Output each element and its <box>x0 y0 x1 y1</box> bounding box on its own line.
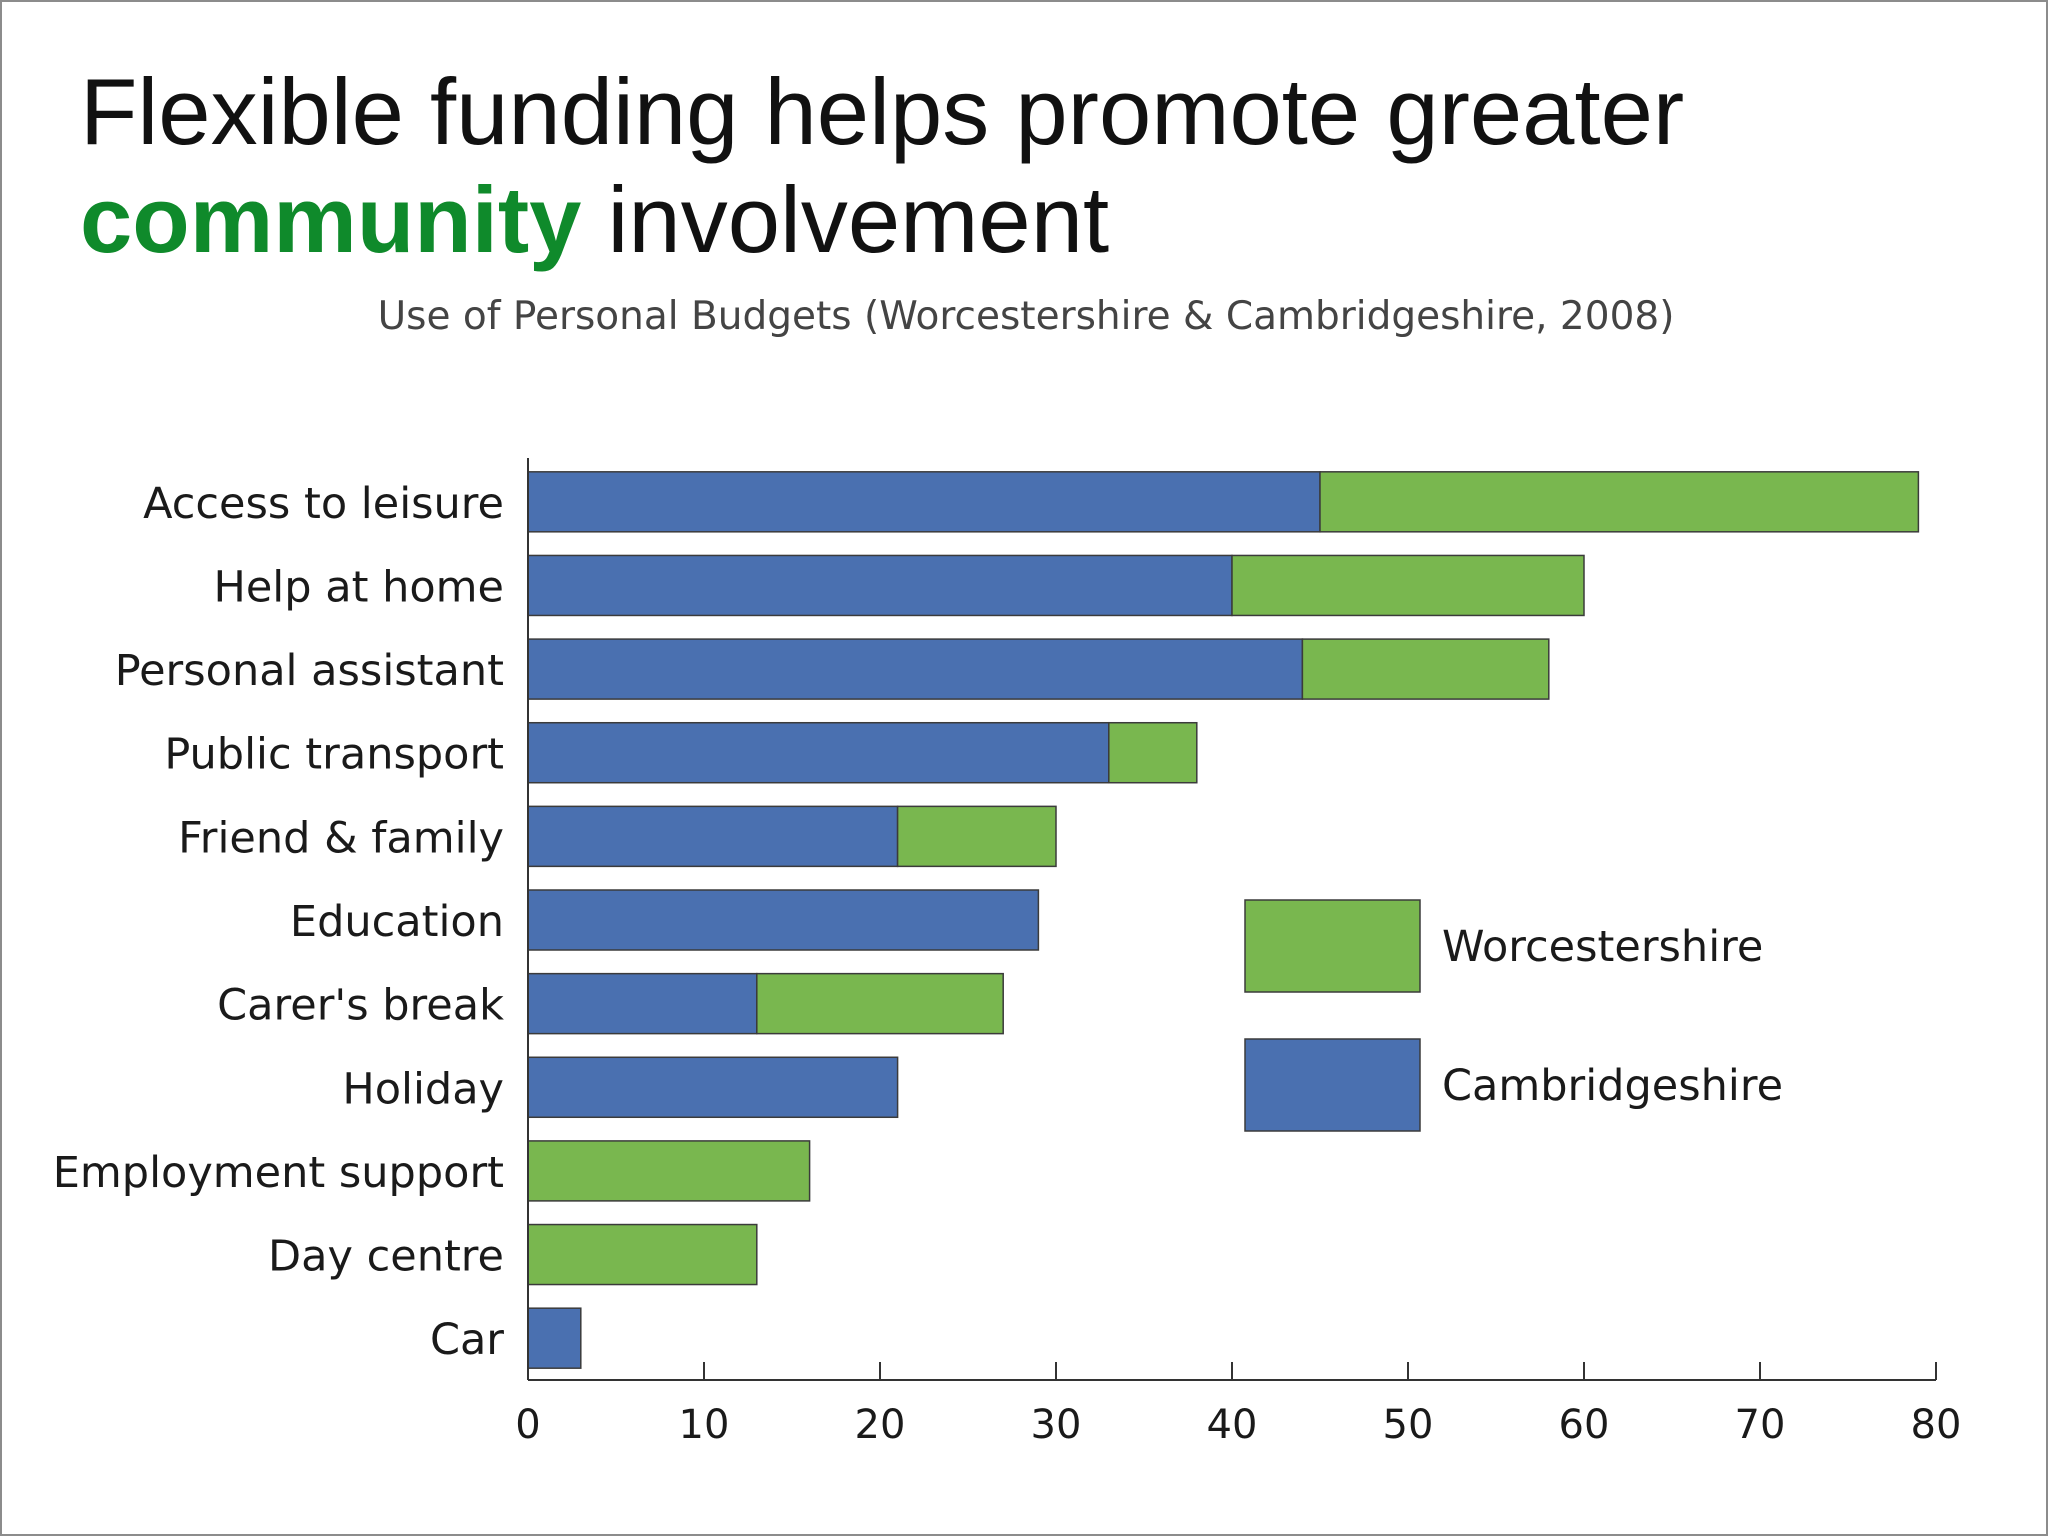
bar-cambridgeshire-2 <box>527 638 1304 700</box>
bar-cambridgeshire-4 <box>527 805 899 868</box>
bar-worcestershire-9 <box>527 1223 758 1286</box>
bar-cambridgeshire-0 <box>527 471 1321 533</box>
legend-swatch-worcestershire <box>1244 899 1421 993</box>
x-tick-label: 70 <box>1735 1402 1786 1448</box>
title-part-2: involvement <box>607 167 1110 272</box>
bar-cambridgeshire-7 <box>527 1056 899 1119</box>
legend-label: Worcestershire <box>1442 922 1763 972</box>
category-label: Carer's break <box>217 981 504 1031</box>
x-tick-label: 20 <box>855 1402 906 1448</box>
bar-cambridgeshire-3 <box>527 721 1110 784</box>
bar-worcestershire-1 <box>1231 554 1585 617</box>
x-tick-label: 60 <box>1559 1402 1610 1448</box>
category-label: Education <box>290 897 504 947</box>
slide-title: Flexible funding helps promote greater co… <box>80 58 1684 274</box>
category-label: Friend & family <box>178 813 504 863</box>
bar-worcestershire-0 <box>1319 471 1920 533</box>
bar-worcestershire-4 <box>896 805 1057 868</box>
category-label: Holiday <box>342 1064 504 1114</box>
bar-worcestershire-8 <box>527 1140 811 1202</box>
category-label: Day centre <box>268 1232 504 1282</box>
x-tick-label: 10 <box>679 1402 730 1448</box>
chart-title: Use of Personal Budgets (Worcestershire … <box>377 294 1675 339</box>
x-tick-label: 30 <box>1031 1402 1082 1448</box>
legend-swatch-cambridgeshire <box>1244 1038 1421 1132</box>
bar-worcestershire-3 <box>1108 721 1198 784</box>
category-label: Public transport <box>164 730 504 780</box>
bar-worcestershire-6 <box>756 972 1004 1035</box>
x-tick-label: 80 <box>1911 1402 1962 1448</box>
category-label: Help at home <box>214 562 504 612</box>
title-part-1: Flexible funding helps promote greater <box>80 59 1685 164</box>
x-tick-label: 40 <box>1207 1402 1258 1448</box>
bar-cambridgeshire-1 <box>527 554 1233 617</box>
category-label: Access to leisure <box>143 479 504 529</box>
legend-label: Cambridgeshire <box>1442 1061 1783 1111</box>
bar-cambridgeshire-5 <box>527 889 1040 951</box>
x-tick-label: 50 <box>1383 1402 1434 1448</box>
bar-worcestershire-2 <box>1301 638 1550 700</box>
category-label: Employment support <box>53 1148 504 1198</box>
bar-cambridgeshire-6 <box>527 972 758 1035</box>
title-accent-word: community <box>80 167 582 272</box>
category-label: Personal assistant <box>115 646 504 696</box>
category-label: Car <box>430 1315 504 1365</box>
bar-cambridgeshire-10 <box>527 1307 582 1369</box>
x-tick-label: 0 <box>515 1402 540 1448</box>
